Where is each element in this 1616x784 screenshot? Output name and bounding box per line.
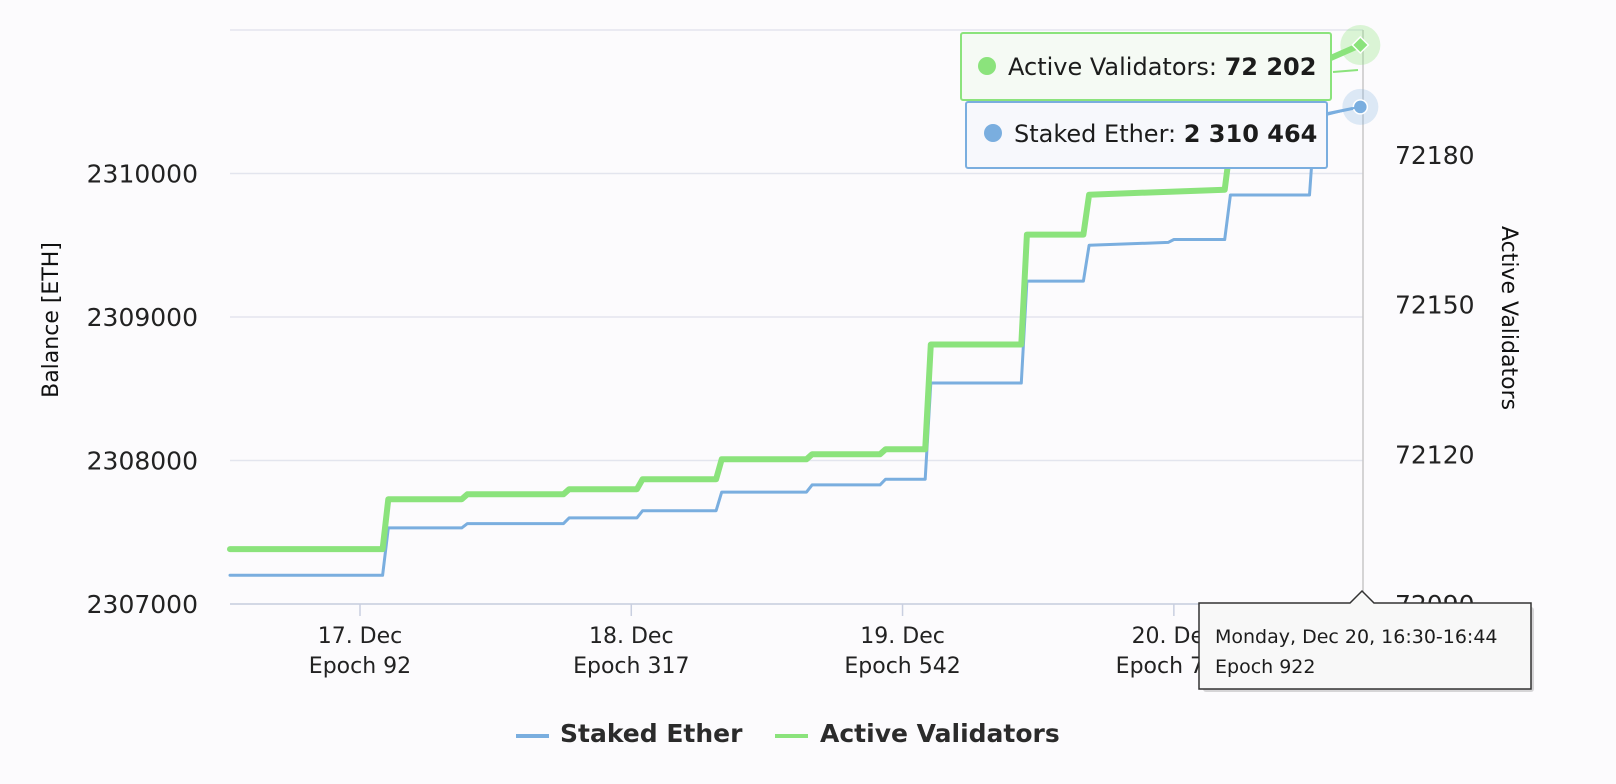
series-line-staked-ether xyxy=(228,105,1362,577)
y-axis-right: 72090721207215072180 xyxy=(1395,141,1475,619)
y-left-tick-label: 2307000 xyxy=(87,590,198,619)
legend: Staked Ether Active Validators xyxy=(516,719,1060,748)
tooltip-x-line2: Epoch 922 xyxy=(1215,656,1315,678)
legend-label-active-validators[interactable]: Active Validators xyxy=(820,719,1060,748)
tooltip-x: Monday, Dec 20, 16:30-16:44 Epoch 922 xyxy=(1198,589,1534,692)
tooltip-validators-text: Active Validators: 72 202 xyxy=(1008,53,1316,81)
x-axis: 17. Dec Epoch 92 18. Dec Epoch 317 19. Dec Ep… xyxy=(230,603,1363,679)
y-axis-left: 2307000 2308000 2309000 2310000 xyxy=(87,160,198,620)
y-right-tick-label: 72180 xyxy=(1395,141,1475,170)
tooltip-x-line1: Monday, Dec 20, 16:30-16:44 xyxy=(1215,626,1498,648)
active-validators-marker xyxy=(1351,35,1370,55)
x-tick-date: 18. Dec xyxy=(589,624,674,649)
tooltip-active-validators: Active Validators: 72 202 xyxy=(960,32,1359,101)
x-tick-epoch: Epoch 542 xyxy=(844,654,960,679)
legend-label-staked-ether[interactable]: Staked Ether xyxy=(560,719,743,748)
tooltip-ether-text: Staked Ether: 2 310 464 xyxy=(1014,120,1317,148)
hover-markers xyxy=(1340,24,1381,125)
y-left-tick-label: 2309000 xyxy=(87,303,198,332)
y-right-tick-label: 72150 xyxy=(1395,291,1475,320)
y-left-tick-label: 2308000 xyxy=(87,447,198,476)
x-tick-date: 19. Dec xyxy=(860,624,945,649)
staked-ether-dot xyxy=(984,124,1002,142)
series-line-active-validators xyxy=(227,42,1364,553)
series-layer xyxy=(227,42,1364,577)
x-tick-date: 17. Dec xyxy=(318,624,403,649)
tooltip-staked-ether: Staked Ether: 2 310 464 xyxy=(965,101,1359,169)
legend-item-active-validators[interactable]: Active Validators xyxy=(775,719,1060,748)
y-axis-left-title: Balance [ETH] xyxy=(39,242,64,398)
y-left-tick-label: 2310000 xyxy=(87,160,198,189)
active-validators-dot xyxy=(978,57,996,75)
staked-ether-marker xyxy=(1352,99,1369,115)
x-tick-epoch: Epoch 317 xyxy=(573,654,689,679)
y-right-tick-label: 72120 xyxy=(1395,440,1475,469)
x-tick-epoch: Epoch 92 xyxy=(309,654,411,679)
legend-item-staked-ether[interactable]: Staked Ether xyxy=(516,719,743,748)
y-axis-right-title: Active Validators xyxy=(1496,226,1521,410)
